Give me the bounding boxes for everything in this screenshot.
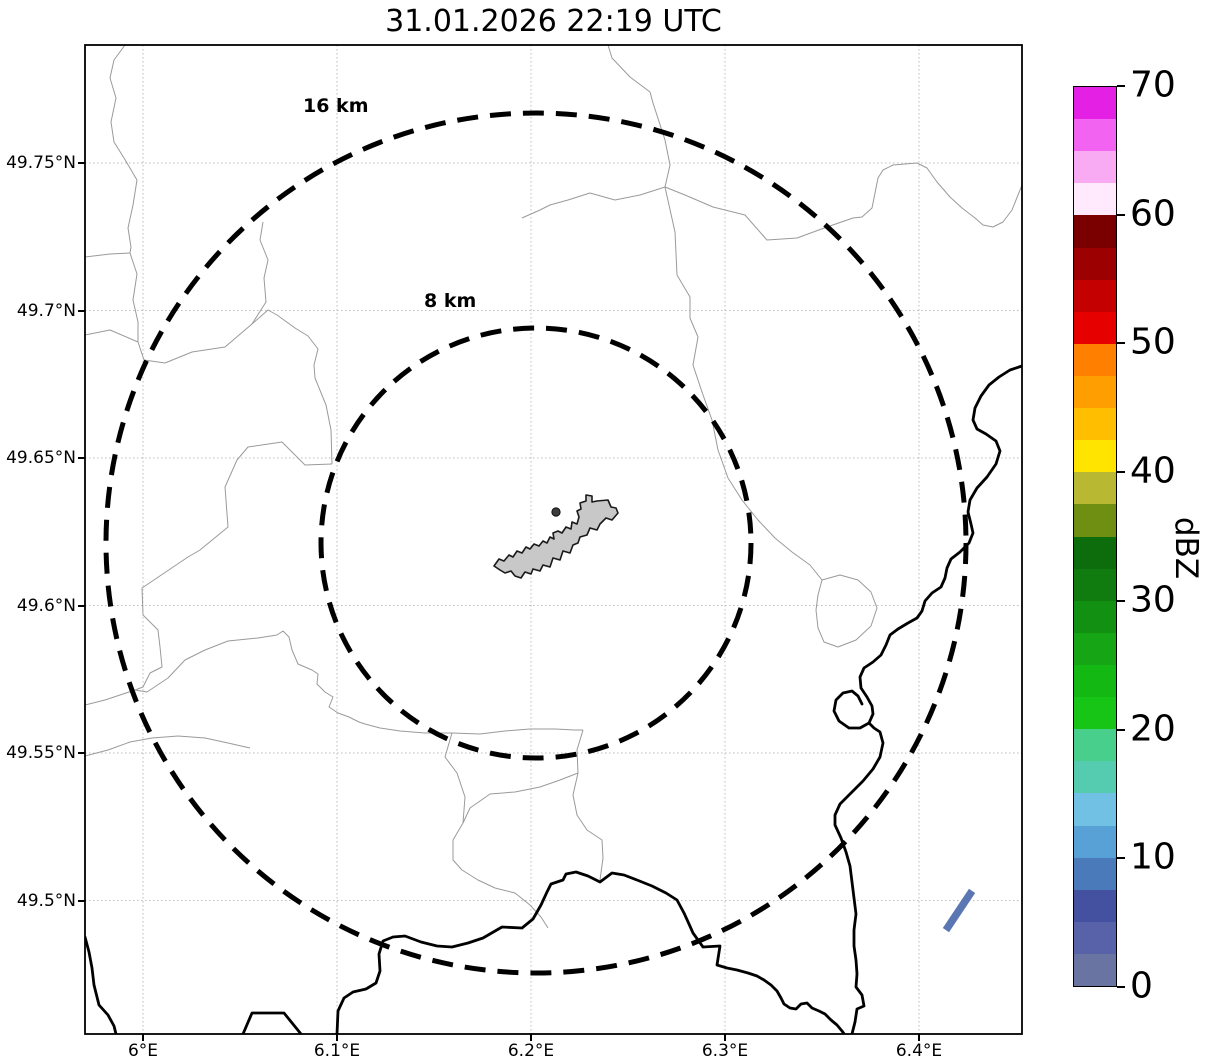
colorbar-tick [1117,471,1125,474]
colorbar-segment [1074,600,1116,633]
border-south-bump [241,1011,303,1034]
colorbar-tick-label: 70 [1130,64,1176,106]
x-tick-label: 6.4°E [895,1041,943,1061]
colorbar-segment [1074,279,1116,312]
colorbar-segment [1074,761,1116,794]
colorbar-segment [1074,247,1116,280]
x-tick [530,1034,532,1041]
border-south-france [335,870,846,1034]
colorbar-tick-label: 0 [1130,965,1153,1007]
colorbar-segment [1074,408,1116,441]
colorbar-segment [1074,921,1116,954]
y-tick-label: 49.75°N [6,153,76,173]
colorbar-tick-label: 10 [1130,836,1176,878]
colorbar-segment [1074,632,1116,665]
colorbar-segment [1074,664,1116,698]
colorbar-segment [1074,183,1116,216]
colorbar-segment [1074,536,1116,569]
colorbar-tick [1117,728,1125,731]
colorbar-segment [1074,87,1116,120]
colorbar-tick-label: 50 [1130,322,1176,364]
range-ring-label-16km: 16 km [303,95,369,117]
colorbar-segment [1074,953,1116,987]
y-tick [78,899,85,902]
colorbar-segment [1074,793,1116,826]
x-tick [724,1034,726,1041]
x-tick [336,1034,338,1041]
colorbar-tick [1117,213,1125,216]
plot-frame [84,44,1023,1035]
airport-outline [493,494,619,579]
colorbar-segment [1074,729,1116,762]
colorbar-segment [1074,857,1116,890]
colorbar-tick [1117,857,1125,860]
y-tick-label: 49.55°N [6,743,76,763]
colorbar-tick [1117,986,1125,988]
y-tick [78,604,85,607]
colorbar-tick-label: 40 [1130,450,1176,492]
colorbar-tick-label: 20 [1130,708,1176,750]
x-tick-label: 6.2°E [507,1041,555,1061]
range-rings [103,110,969,976]
y-tick-label: 49.65°N [6,448,76,468]
colorbar-tick [1117,599,1125,602]
y-tick [78,752,85,754]
x-tick-label: 6.1°E [313,1041,361,1061]
border-east-moselle [833,364,1022,1034]
colorbar-tick-label: 30 [1130,579,1176,621]
y-tick-label: 49.6°N [16,595,76,616]
municipal-boundaries [85,45,1022,929]
y-tick-label: 49.7°N [16,300,76,321]
colorbar-segment [1074,440,1116,473]
x-tick-label: 6.3°E [701,1041,749,1061]
country-borders [85,364,1022,1034]
range-ring-16km [103,110,969,976]
colorbar-segment [1074,472,1116,505]
y-tick [78,309,85,312]
range-ring-8km [318,325,754,761]
radar-echo-streak [942,888,976,933]
y-tick [78,457,85,459]
colorbar-tick [1117,342,1125,345]
airport-dark-spot [551,507,561,517]
x-tick [142,1034,144,1041]
figure-title: 31.01.2026 22:19 UTC [385,4,722,39]
colorbar-axis-label: dBZ [1168,516,1204,580]
border-southwest-corner [85,935,118,1034]
border-east-hook [832,689,871,730]
y-tick [78,162,85,164]
colorbar-segment [1074,375,1116,409]
colorbar-segment [1074,825,1116,858]
reflectivity-colorbar [1073,86,1117,987]
colorbar-segment [1074,504,1116,537]
colorbar-segment [1074,119,1116,152]
colorbar-segment [1074,697,1116,730]
colorbar-tick [1117,85,1125,87]
colorbar-tick-label: 60 [1130,193,1176,235]
x-tick [918,1034,920,1041]
range-ring-label-8km: 8 km [424,290,477,312]
colorbar-segment [1074,568,1116,601]
colorbar-segment [1074,151,1116,184]
colorbar-segment [1074,215,1116,248]
colorbar-segment [1074,343,1116,376]
x-tick-label: 6°E [127,1041,159,1061]
y-tick-label: 49.5°N [16,890,76,911]
colorbar-segment [1074,311,1116,344]
colorbar-segment [1074,889,1116,922]
